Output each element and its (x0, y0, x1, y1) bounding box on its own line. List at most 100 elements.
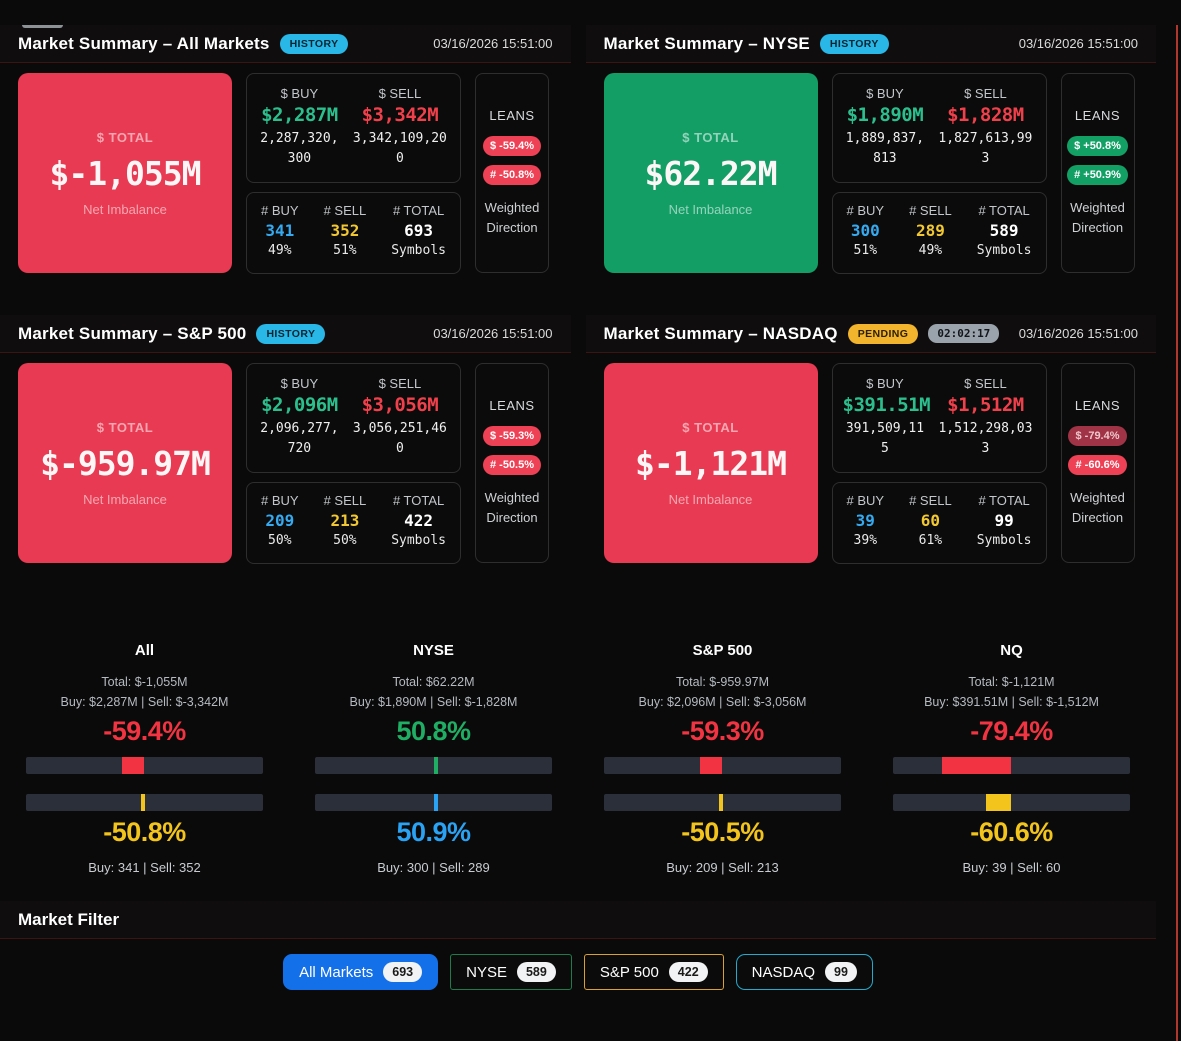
dollar-sell-label: $ SELL (964, 86, 1007, 101)
total-value: $62.22M (644, 153, 777, 193)
dollar-lean-marker (941, 757, 1012, 774)
timestamp: 03/16/2026 15:51:00 (433, 36, 553, 51)
filter-button-sp500[interactable]: S&P 500 422 (583, 954, 724, 990)
gauge-buy-sell: Buy: $391.51M | Sell: $-1,512M (924, 695, 1099, 709)
section-header: Market Summary – NYSE HISTORY 03/16/2026… (585, 25, 1156, 63)
dollar-sell-label: $ SELL (964, 376, 1007, 391)
count-total-value: 589 (989, 221, 1019, 240)
dollar-lean-bar (26, 757, 263, 774)
gauge-total: Total: $-1,055M (101, 675, 188, 689)
dollar-buy-value: $1,890M (846, 104, 924, 126)
gauge-counts: Buy: 209 | Sell: 213 (666, 860, 779, 875)
count-sell-label: # SELL (909, 203, 952, 218)
count-buy-label: # BUY (261, 493, 299, 508)
market-summary-section-nasdaq: Market Summary – NASDAQ PENDING 02:02:17… (585, 315, 1156, 564)
dollar-panel: $ BUY $2,096M 2,096,277,720 $ SELL $3,05… (246, 363, 461, 473)
market-filter-buttons: All Markets 693 NYSE 589 S&P 500 422 NAS… (0, 954, 1156, 990)
dollar-lean-percent: -59.3% (681, 716, 764, 746)
count-total-label: # TOTAL (978, 203, 1030, 218)
dollar-buy-label: $ BUY (280, 86, 319, 101)
count-lean-badge: # +50.9% (1067, 164, 1128, 185)
top-notch (22, 25, 63, 28)
count-lean-badge: # -50.8% (482, 164, 542, 185)
count-buy-pct: 39% (853, 533, 878, 548)
count-lean-percent: 50.9% (396, 817, 471, 847)
lean-gauges-row: All Total: $-1,055M Buy: $2,287M | Sell:… (0, 642, 1156, 875)
filter-count-badge: 99 (825, 962, 857, 982)
total-sublabel: Net Imbalance (668, 491, 753, 507)
dollar-buy-raw: 2,096,277,720 (260, 421, 339, 457)
dollar-lean-percent: 50.8% (396, 716, 471, 746)
filter-button-all-markets[interactable]: All Markets 693 (283, 954, 439, 990)
timestamp: 03/16/2026 15:51:00 (433, 326, 553, 341)
section-title: Market Summary – NYSE (603, 33, 810, 53)
dollar-lean-marker (433, 757, 438, 774)
dollar-lean-badge: $ -59.4% (482, 135, 542, 156)
count-lean-percent: -50.5% (681, 817, 764, 847)
dollar-buy-value: $2,096M (261, 394, 338, 416)
net-imbalance-card: $ TOTAL $-1,055M Net Imbalance (18, 73, 232, 273)
leans-panel: LEANS $ -79.4% # -60.6% Weighted Directi… (1060, 363, 1135, 563)
count-buy-label: # BUY (846, 493, 885, 508)
count-buy-label: # BUY (846, 203, 885, 218)
dollar-sell-label: $ SELL (378, 86, 422, 101)
filter-count-badge: 693 (383, 962, 423, 982)
filter-button-label: NYSE (466, 963, 507, 981)
count-total-sub: Symbols (976, 533, 1032, 548)
dollar-sell-value: $3,056M (361, 394, 439, 416)
dollar-buy-value: $2,287M (261, 104, 338, 126)
dollar-lean-badge: $ +50.8% (1067, 135, 1128, 156)
status-badge: HISTORY (819, 33, 889, 54)
status-badge: PENDING (847, 323, 919, 344)
count-total-sub: Symbols (391, 243, 446, 258)
total-label: $ TOTAL (682, 419, 739, 435)
count-sell-label: # SELL (323, 493, 367, 508)
total-label: $ TOTAL (96, 129, 154, 145)
count-buy-value: 300 (850, 221, 880, 240)
market-filter-title: Market Filter (18, 909, 120, 929)
leans-caption: Weighted Direction (484, 489, 540, 525)
total-label: $ TOTAL (96, 419, 154, 435)
gauge-title: S&P 500 (692, 642, 753, 659)
leans-label: LEANS (489, 397, 535, 413)
count-total-label: # TOTAL (978, 493, 1030, 508)
count-buy-pct: 50% (268, 533, 292, 548)
filter-count-badge: 422 (668, 962, 708, 982)
market-summary-section-sp500: Market Summary – S&P 500 HISTORY 03/16/2… (0, 315, 571, 564)
total-value: $-1,055M (49, 153, 202, 193)
count-panel: # BUY 341 49% # SELL 352 51% # TOTAL 693 (246, 192, 461, 274)
leans-label: LEANS (1074, 397, 1121, 413)
count-sell-label: # SELL (909, 493, 952, 508)
right-edge-accent (1176, 25, 1178, 1041)
dollar-panel: $ BUY $1,890M 1,889,837,813 $ SELL $1,82… (831, 73, 1047, 183)
filter-button-label: S&P 500 (599, 963, 659, 981)
net-imbalance-card: $ TOTAL $-1,121M Net Imbalance (603, 363, 818, 563)
dollar-buy-label: $ BUY (866, 86, 904, 101)
filter-button-nyse[interactable]: NYSE 589 (450, 954, 572, 990)
status-badge: HISTORY (256, 323, 326, 344)
count-sell-value: 352 (330, 221, 360, 240)
leans-panel: LEANS $ -59.3% # -50.5% Weighted Directi… (475, 363, 549, 563)
dollar-sell-raw: 3,056,251,460 (352, 421, 447, 457)
count-buy-value: 341 (265, 221, 295, 240)
dollar-buy-label: $ BUY (280, 376, 319, 391)
count-lean-marker (986, 794, 1012, 811)
dollar-lean-percent: -59.4% (103, 716, 186, 746)
dollar-sell-value: $1,512M (947, 394, 1024, 416)
dollar-lean-bar (604, 757, 841, 774)
filter-button-nasdaq[interactable]: NASDAQ 99 (735, 954, 873, 990)
count-lean-bar (893, 794, 1130, 811)
count-lean-bar (315, 794, 552, 811)
dollar-panel: $ BUY $2,287M 2,287,320,300 $ SELL $3,34… (246, 73, 461, 183)
dollar-sell-raw: 1,827,613,993 (938, 131, 1033, 167)
filter-count-badge: 589 (516, 962, 556, 982)
market-summary-section-nyse: Market Summary – NYSE HISTORY 03/16/2026… (585, 25, 1156, 274)
count-sell-pct: 61% (918, 533, 943, 548)
dollar-lean-badge: $ -59.3% (482, 425, 542, 446)
gauge-total: Total: $-959.97M (675, 675, 770, 689)
count-sell-value: 60 (920, 511, 941, 530)
timestamp: 03/16/2026 15:51:00 (1018, 326, 1138, 341)
net-imbalance-card: $ TOTAL $-959.97M Net Imbalance (18, 363, 232, 563)
dollar-sell-raw: 1,512,298,033 (938, 421, 1033, 457)
market-filter-header: Market Filter (0, 901, 1156, 939)
